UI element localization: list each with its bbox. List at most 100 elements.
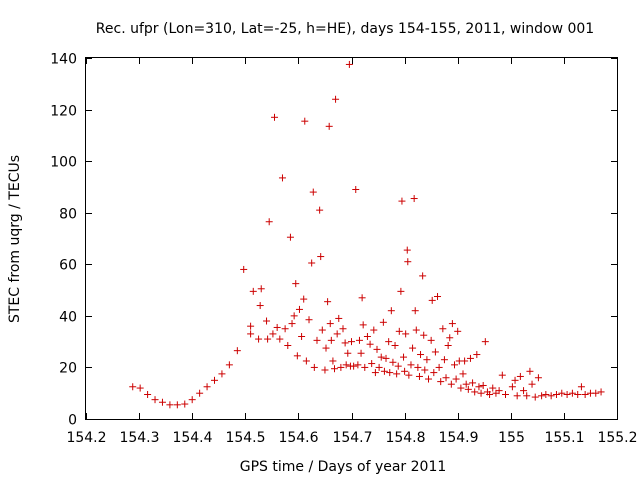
data-points — [129, 60, 605, 409]
data-point — [379, 318, 387, 326]
y-tick-label: 100 — [50, 155, 77, 171]
y-tick-label: 40 — [59, 310, 77, 326]
data-point — [373, 345, 381, 353]
data-point — [359, 321, 367, 329]
x-tick-label: 155 — [498, 430, 525, 446]
data-point — [516, 372, 524, 380]
data-point — [249, 287, 257, 295]
x-tick-label: 154.3 — [119, 430, 159, 446]
data-point — [271, 113, 279, 121]
data-point — [225, 361, 233, 369]
data-point — [461, 357, 469, 365]
data-point — [447, 380, 455, 388]
data-point — [414, 363, 422, 371]
data-point — [371, 369, 379, 377]
data-point — [473, 351, 481, 359]
data-point — [435, 363, 443, 371]
x-tick-label: 154.9 — [438, 430, 478, 446]
data-point — [394, 362, 402, 370]
data-point — [475, 383, 483, 391]
data-point — [434, 293, 442, 301]
data-point — [552, 391, 560, 399]
data-point — [412, 326, 420, 334]
x-tick-label: 154.8 — [385, 430, 425, 446]
data-point — [423, 356, 431, 364]
y-tick-label: 0 — [68, 413, 77, 429]
data-point — [302, 357, 310, 365]
data-point — [592, 389, 600, 397]
data-point — [181, 400, 189, 408]
data-point — [264, 335, 272, 343]
data-point — [581, 391, 589, 399]
data-point — [452, 375, 460, 383]
data-point — [404, 258, 412, 266]
data-point — [286, 233, 294, 241]
data-point — [348, 338, 355, 346]
data-point — [386, 369, 394, 377]
data-point — [417, 351, 425, 359]
data-point — [218, 370, 226, 378]
data-point — [420, 331, 428, 339]
data-point — [391, 342, 399, 350]
data-point — [489, 384, 497, 392]
data-point — [439, 325, 447, 333]
data-point — [310, 363, 318, 371]
data-point — [354, 361, 362, 369]
data-point — [288, 320, 296, 328]
data-point — [389, 358, 397, 366]
data-point — [361, 363, 369, 371]
data-point — [329, 357, 337, 365]
data-point — [464, 385, 472, 393]
data-point — [531, 393, 539, 401]
data-point — [377, 353, 385, 361]
data-point — [440, 356, 448, 364]
data-point — [240, 265, 248, 273]
data-point — [358, 294, 366, 302]
x-tick-label: 155.1 — [544, 430, 584, 446]
y-tick-label: 140 — [50, 52, 77, 68]
data-point — [278, 174, 286, 182]
data-point — [332, 95, 340, 103]
data-point — [498, 371, 506, 379]
data-point — [129, 383, 137, 391]
data-point — [405, 371, 413, 379]
data-point — [375, 363, 383, 371]
data-point — [444, 342, 452, 350]
data-point — [301, 117, 309, 125]
data-point — [173, 401, 181, 409]
data-point — [428, 296, 436, 304]
data-point — [402, 330, 410, 338]
data-point — [523, 392, 531, 400]
data-point — [454, 327, 462, 335]
data-point — [398, 197, 406, 205]
data-point — [317, 253, 325, 261]
data-point — [290, 312, 298, 320]
data-point — [403, 246, 411, 254]
data-point — [430, 369, 438, 377]
data-point — [459, 370, 467, 378]
data-point — [203, 383, 211, 391]
data-point — [451, 361, 459, 369]
data-point — [542, 391, 550, 399]
data-point — [574, 391, 582, 399]
data-point — [431, 348, 439, 356]
data-point — [479, 381, 487, 389]
data-point — [457, 384, 465, 392]
data-point — [395, 327, 403, 335]
data-point — [466, 354, 474, 362]
data-point — [424, 375, 432, 383]
data-point — [568, 389, 576, 397]
x-tick-label: 154.6 — [278, 430, 318, 446]
data-point — [385, 338, 393, 346]
data-point — [188, 396, 196, 404]
x-axis-label: GPS time / Days of year 2011 — [240, 459, 447, 475]
data-point — [233, 347, 241, 355]
data-point — [511, 376, 519, 384]
x-tick-label: 154.7 — [332, 430, 372, 446]
y-tick-label: 60 — [59, 258, 77, 274]
data-point — [501, 391, 509, 399]
data-point — [577, 383, 585, 391]
data-point — [196, 389, 204, 397]
x-tick-label: 154.4 — [172, 430, 212, 446]
